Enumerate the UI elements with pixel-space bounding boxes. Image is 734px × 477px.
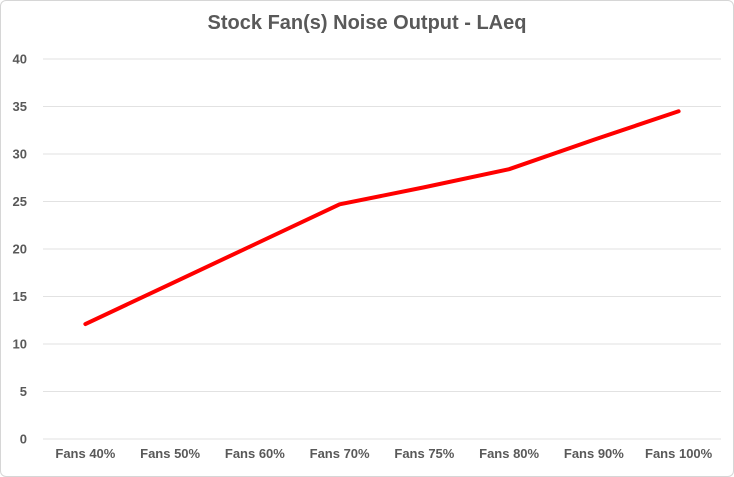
y-axis-tick-label: 5 <box>20 384 27 399</box>
y-axis-tick-label: 25 <box>13 194 27 209</box>
data-series-line <box>83 109 681 327</box>
x-axis-category-label: Fans 75% <box>394 446 454 461</box>
x-axis-category-label: Fans 70% <box>310 446 370 461</box>
y-axis-tick-label: 35 <box>13 99 27 114</box>
x-axis-category-label: Fans 50% <box>140 446 200 461</box>
y-axis-tick-label: 20 <box>13 242 27 257</box>
y-axis-tick-label: 10 <box>13 337 27 352</box>
x-axis-category-label: Fans 100% <box>645 446 713 461</box>
x-axis-category-label: Fans 60% <box>225 446 285 461</box>
x-axis-category-label: Fans 90% <box>564 446 624 461</box>
y-axis-tick-label: 0 <box>20 432 27 447</box>
x-axis-category-label: Fans 40% <box>55 446 115 461</box>
y-axis-tick-label: 30 <box>13 147 27 162</box>
x-axis-category-label: Fans 80% <box>479 446 539 461</box>
y-axis-tick-label: 15 <box>13 289 27 304</box>
y-axis-tick-label: 40 <box>13 52 27 67</box>
